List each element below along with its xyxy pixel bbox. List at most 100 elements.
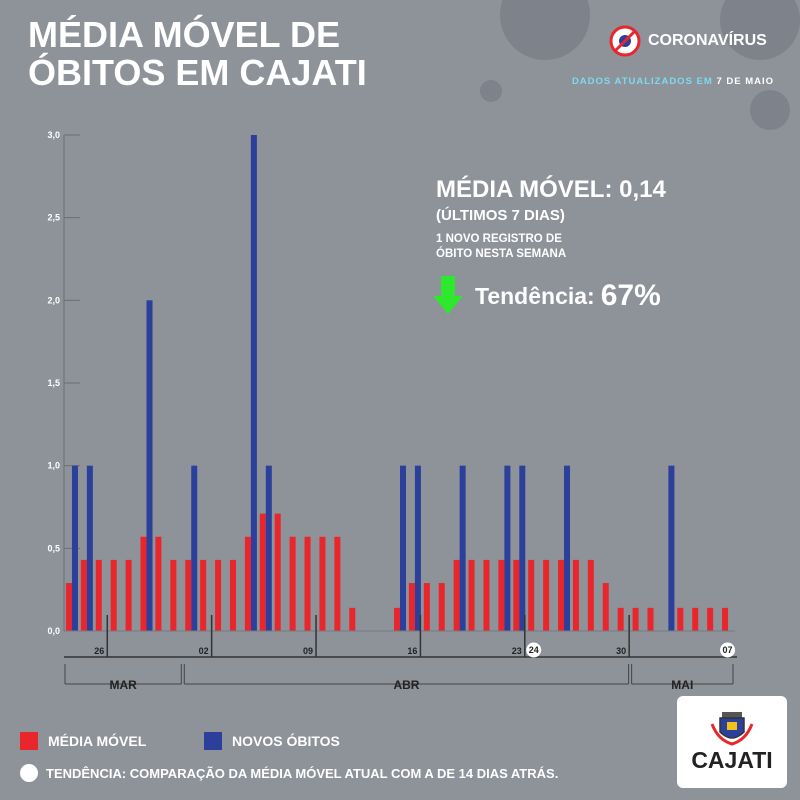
virus-decoration-icon	[480, 80, 502, 102]
media-movel-bar	[647, 607, 654, 631]
x-tick-label: 09	[303, 646, 313, 656]
media-movel-bar	[244, 536, 251, 631]
legend-novos: NOVOS ÓBITOS	[204, 732, 340, 750]
brand-label: CORONAVÍRUS	[648, 32, 767, 49]
arrow-down-icon	[433, 276, 463, 314]
records-line-2: ÓBITO NESTA SEMANA	[436, 248, 567, 260]
novos-obitos-bar	[146, 300, 153, 631]
updated-date: 7 DE MAIO	[716, 76, 774, 87]
media-movel-bar	[408, 583, 415, 631]
y-tick-label: 0,0	[47, 626, 60, 636]
x-tick-label: 16	[407, 646, 417, 656]
media-movel-bar	[617, 607, 624, 631]
x-tick-highlight	[526, 642, 542, 658]
media-movel-bar	[65, 583, 72, 631]
novos-obitos-bar	[86, 465, 93, 631]
media-movel-bar	[692, 607, 699, 631]
media-movel-bar	[677, 607, 684, 631]
new-records: 1 NOVO REGISTRO DE ÓBITO NESTA SEMANA	[436, 232, 666, 262]
media-movel-bar	[468, 559, 475, 631]
x-tick-label: 26	[94, 646, 104, 656]
y-tick-label: 2,5	[47, 213, 60, 223]
novos-obitos-bar	[504, 465, 511, 631]
media-movel-bar	[707, 607, 714, 631]
trend-value: 67%	[600, 279, 661, 312]
novos-obitos-bar	[519, 465, 526, 631]
media-movel-bar	[587, 559, 594, 631]
note-dot-icon	[20, 764, 38, 782]
x-tick-highlight	[720, 642, 736, 658]
media-movel-bar	[602, 583, 609, 631]
legend-novos-swatch	[204, 732, 222, 750]
page-title: MÉDIA MÓVEL DE ÓBITOS EM CAJATI	[28, 16, 367, 92]
legend-novos-label: NOVOS ÓBITOS	[232, 733, 340, 749]
media-movel-bar	[438, 583, 445, 631]
novos-obitos-bar	[191, 465, 198, 631]
trend-note: TENDÊNCIA: COMPARAÇÃO DA MÉDIA MÓVEL ATU…	[20, 764, 558, 782]
month-label: ABR	[393, 678, 419, 692]
media-movel-bar	[259, 513, 266, 631]
media-movel-bar	[110, 559, 117, 631]
title-line-2: ÓBITOS EM CAJATI	[28, 52, 367, 93]
media-movel-bar	[125, 559, 132, 631]
media-movel-bar	[572, 559, 579, 631]
x-tick-label: 02	[199, 646, 209, 656]
media-movel-bar	[155, 536, 162, 631]
novos-obitos-bar	[265, 465, 272, 631]
y-tick-label: 1,5	[47, 378, 60, 388]
x-tick-label: 23	[512, 646, 522, 656]
media-movel-bar	[543, 559, 550, 631]
novos-obitos-bar	[71, 465, 78, 631]
media-movel-bar	[483, 559, 490, 631]
note-text: TENDÊNCIA: COMPARAÇÃO DA MÉDIA MÓVEL ATU…	[46, 765, 559, 781]
media-movel-bar	[334, 536, 341, 631]
media-movel-bar	[95, 559, 102, 631]
media-movel-bar	[558, 559, 565, 631]
media-movel-bar	[304, 536, 311, 631]
media-movel-bar	[528, 559, 535, 631]
y-tick-label: 1,0	[47, 461, 60, 471]
media-movel-bar	[349, 607, 356, 631]
brand: CORONAVÍRUS	[608, 24, 767, 58]
novos-obitos-bar	[414, 465, 421, 631]
media-movel-bar	[274, 513, 281, 631]
novos-obitos-bar	[668, 465, 675, 631]
y-tick-label: 3,0	[47, 130, 60, 140]
x-tick-label: 30	[616, 646, 626, 656]
records-line-1: 1 NOVO REGISTRO DE	[436, 233, 562, 245]
media-movel-bar	[215, 559, 222, 631]
city-coat-of-arms-icon	[710, 712, 754, 746]
period-label: (ÚLTIMOS 7 DIAS)	[436, 207, 565, 224]
title-line-1: MÉDIA MÓVEL DE	[28, 14, 341, 55]
media-movel-bar	[722, 607, 729, 631]
media-movel-bar	[513, 559, 520, 631]
y-tick-label: 2,0	[47, 295, 60, 305]
media-movel-value: MÉDIA MÓVEL: 0,14	[436, 176, 666, 203]
legend-media-label: MÉDIA MÓVEL	[48, 733, 147, 749]
media-movel-bar	[229, 559, 236, 631]
media-movel-bar	[80, 559, 87, 631]
trend-label: Tendência:	[475, 282, 595, 309]
month-label: MAI	[671, 678, 693, 692]
month-label: MAR	[109, 678, 137, 692]
virus-decoration-icon	[750, 90, 790, 130]
media-movel-bar	[319, 536, 326, 631]
novos-obitos-bar	[400, 465, 406, 631]
media-movel-bar	[200, 559, 207, 631]
media-movel-bar	[140, 536, 147, 631]
media-movel-bar	[170, 559, 177, 631]
novos-obitos-bar	[564, 465, 571, 631]
novos-obitos-bar	[250, 135, 257, 631]
media-movel-bar	[453, 559, 460, 631]
no-virus-icon	[609, 25, 641, 57]
x-tick-label: 24	[529, 645, 539, 655]
legend-media-swatch	[20, 732, 38, 750]
logo-text: CAJATI	[691, 747, 773, 773]
media-movel-bar	[289, 536, 296, 631]
legend-media: MÉDIA MÓVEL	[20, 732, 146, 750]
x-tick-label: 07	[723, 645, 733, 655]
updated-prefix: DADOS ATUALIZADOS EM	[571, 76, 713, 87]
y-tick-label: 0,5	[47, 543, 60, 553]
media-movel-bar	[498, 559, 505, 631]
